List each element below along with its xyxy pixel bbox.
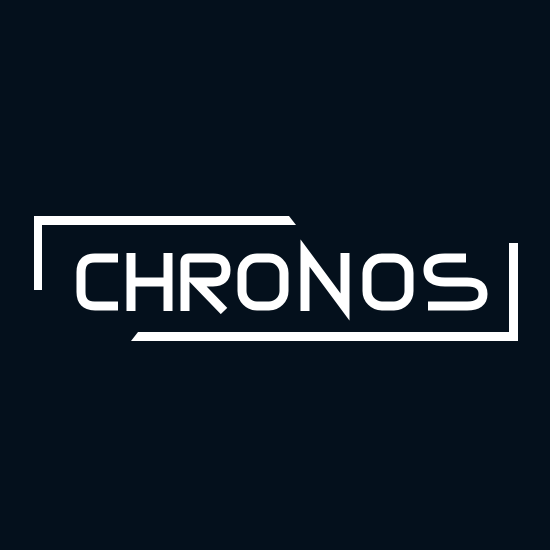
letter-o-2: [362, 253, 414, 311]
letter-n: [300, 239, 350, 321]
letter-s: [423, 253, 488, 311]
letter-c: [76, 253, 118, 311]
letter-r: [180, 253, 231, 315]
letter-h: [126, 253, 173, 311]
letter-o-1: [237, 253, 289, 311]
frame-top-left: [34, 216, 296, 290]
